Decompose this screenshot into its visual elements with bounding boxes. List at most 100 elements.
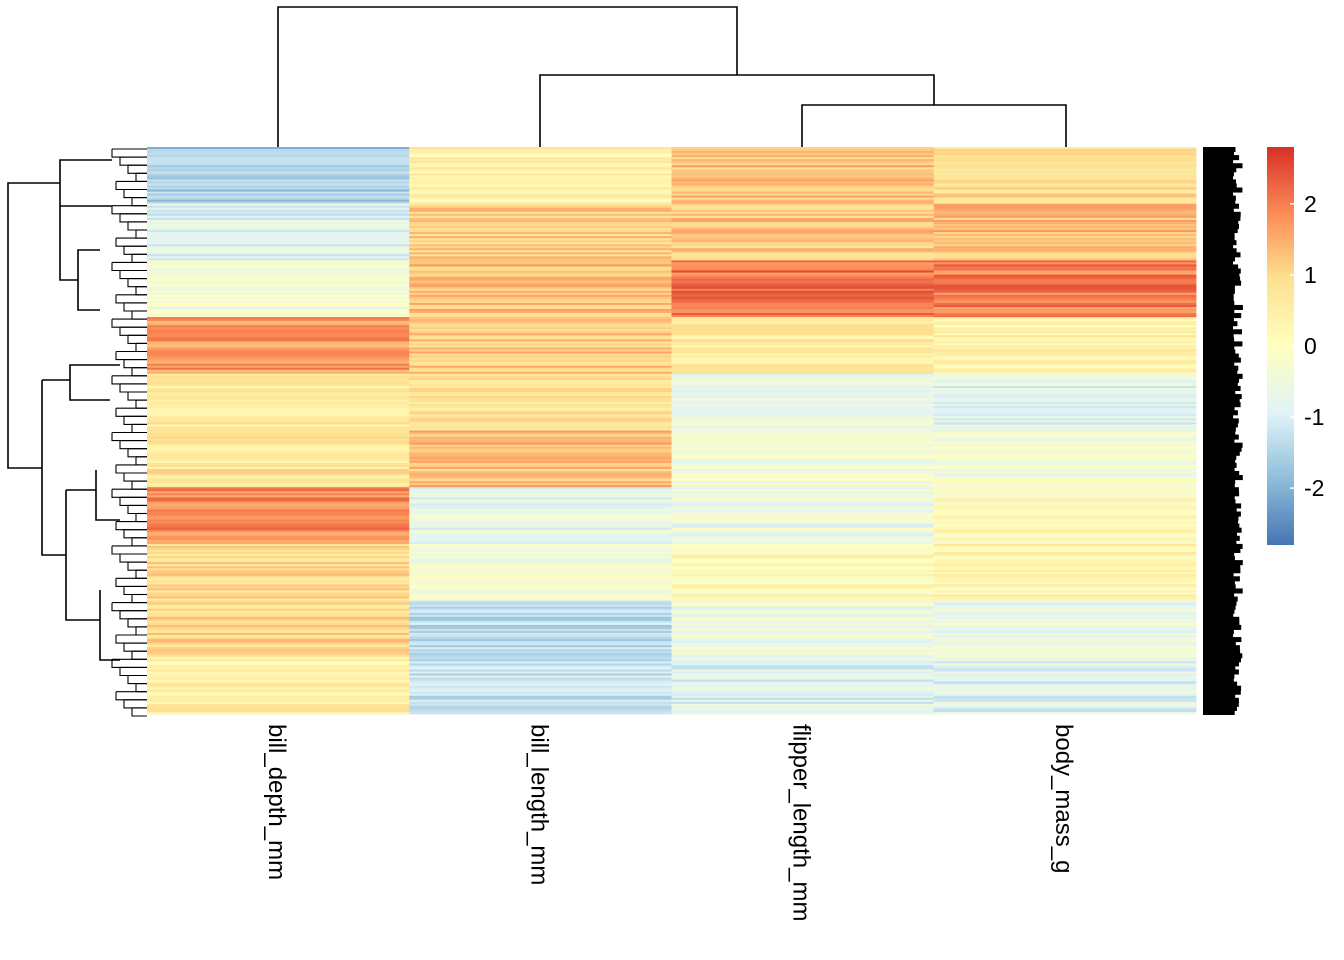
heatmap-cell: [409, 566, 672, 569]
heatmap-cell: [933, 475, 1197, 478]
heatmap-cell: [933, 645, 1197, 648]
heatmap-cell: [933, 339, 1197, 342]
heatmap-cell: [147, 232, 410, 235]
heatmap-cell: [409, 355, 672, 358]
heatmap-cell: [409, 175, 672, 178]
heatmap-cell: [147, 177, 410, 180]
heatmap-cell: [147, 701, 410, 705]
heatmap-cell: [409, 183, 672, 186]
heatmap-cell: [409, 207, 672, 211]
heatmap-cell: [671, 707, 935, 711]
heatmap-cell: [147, 705, 410, 709]
heatmap-cell: [147, 574, 410, 577]
heatmap-cell: [933, 703, 1197, 707]
heatmap-cell: [409, 221, 672, 225]
heatmap-cell: [933, 527, 1197, 531]
heatmap-cell: [409, 262, 672, 265]
heatmap-cell: [409, 284, 672, 288]
heatmap-cell: [933, 195, 1197, 199]
heatmap-cell: [147, 373, 410, 377]
row-dendro-twig: [111, 489, 147, 498]
heatmap-cell: [933, 586, 1197, 589]
heatmap-cell: [671, 274, 935, 277]
heatmap-cell: [671, 659, 935, 662]
heatmap-cell: [671, 189, 935, 192]
heatmap-cell: [933, 610, 1197, 614]
heatmap-cell: [933, 201, 1197, 205]
row-dendro-twig: [127, 562, 147, 571]
heatmap-cell: [409, 462, 672, 466]
heatmap-cell: [409, 612, 672, 616]
row-dendro-twig: [127, 278, 147, 288]
heatmap-cell: [671, 566, 935, 569]
row-label-mark: [1203, 207, 1234, 213]
row-label-mark: [1203, 183, 1237, 189]
heatmap-cell: [147, 258, 410, 261]
heatmap-cell: [409, 282, 672, 286]
heatmap-cell: [671, 244, 935, 247]
heatmap-cell: [409, 521, 672, 525]
row-label-mark: [1203, 402, 1241, 408]
heatmap-cell: [147, 250, 410, 253]
heatmap-cell: [933, 464, 1197, 468]
row-label-mark: [1203, 211, 1241, 217]
heatmap-cell: [409, 509, 672, 512]
heatmap-cell: [933, 383, 1197, 387]
heatmap-cell: [147, 171, 410, 174]
heatmap-cell: [147, 554, 410, 557]
heatmap-cell: [147, 511, 410, 514]
heatmap-cell: [147, 147, 410, 150]
heatmap-cell: [671, 284, 935, 288]
heatmap-cell: [147, 600, 410, 604]
heatmap-cell: [409, 306, 672, 310]
heatmap-cell: [147, 309, 410, 312]
row-label-mark: [1203, 471, 1240, 477]
row-dendro-twig: [135, 230, 147, 239]
heatmap-cell: [933, 369, 1197, 373]
row-label-mark: [1203, 633, 1234, 639]
heatmap-cell: [671, 426, 935, 429]
heatmap-cell: [147, 195, 410, 199]
heatmap-cell: [147, 653, 410, 656]
heatmap-cell: [147, 167, 410, 170]
heatmap-cell: [933, 223, 1197, 227]
heatmap-cell: [933, 479, 1197, 482]
heatmap-cell: [933, 647, 1197, 650]
heatmap-cell: [671, 535, 935, 539]
heatmap-cell: [933, 331, 1197, 334]
heatmap-cell: [147, 272, 410, 275]
heatmap-cell: [409, 274, 672, 277]
heatmap-cell: [671, 543, 935, 547]
heatmap-cell: [147, 327, 410, 330]
heatmap-cell: [671, 217, 935, 221]
heatmap-cell: [409, 493, 672, 496]
row-label-mark: [1203, 199, 1236, 205]
heatmap-cell: [671, 462, 935, 466]
heatmap-cell: [933, 185, 1197, 188]
heatmap-cell: [147, 213, 410, 217]
heatmap-cell: [671, 665, 935, 668]
heatmap-cell: [409, 266, 672, 269]
heatmap-cell: [671, 661, 935, 664]
heatmap-cell: [933, 505, 1197, 508]
heatmap-cell: [933, 161, 1197, 164]
heatmap-cell: [147, 149, 410, 152]
heatmap-cell: [933, 529, 1197, 533]
row-label-mark: [1203, 377, 1239, 383]
heatmap-cell: [409, 485, 672, 488]
heatmap-cell: [409, 347, 672, 350]
row-label-mark: [1203, 349, 1236, 355]
heatmap-cell: [671, 651, 935, 654]
heatmap-cell: [671, 329, 935, 332]
heatmap-cell: [147, 464, 410, 468]
row-label-mark: [1203, 159, 1234, 165]
row-label-mark: [1203, 600, 1237, 606]
heatmap-cell: [409, 252, 672, 255]
heatmap-cell: [409, 147, 672, 150]
heatmap-cell: [409, 711, 672, 715]
heatmap-cell: [671, 529, 935, 533]
row-label-mark: [1203, 394, 1242, 400]
heatmap-cell: [147, 396, 410, 399]
heatmap-cell: [147, 709, 410, 713]
legend-colorbar: [1267, 147, 1294, 545]
